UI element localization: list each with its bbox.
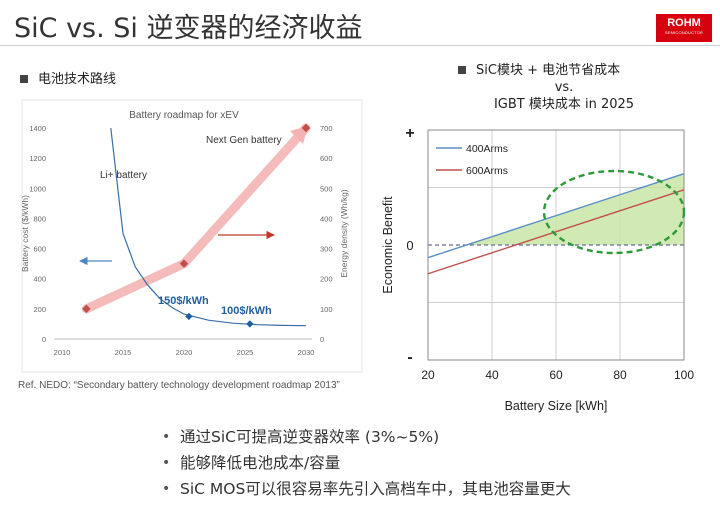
x-tick-label: 20	[421, 368, 435, 382]
rohm-logo: ROHM SEMICONDUCTOR	[656, 14, 712, 42]
x-tick-label: 2020	[176, 348, 193, 357]
square-bullet-icon	[20, 74, 28, 83]
plot-frame	[427, 129, 685, 361]
y2-tick-label: 300	[320, 245, 333, 254]
bullet-dot-icon: •	[162, 481, 171, 497]
y-axis-label: Economic Benefit	[381, 196, 395, 294]
right-heading: SiC模块 + 电池节省成本 vs. IGBT 模块成本 in 2025	[438, 62, 690, 113]
x-tick-label: 2030	[298, 348, 315, 357]
y-axis-label: Battery cost ($/kWh)	[20, 195, 30, 272]
y2-tick-label: 700	[320, 124, 333, 133]
x-axis-label: Battery Size [kWh]	[505, 399, 608, 413]
logo-sub: SEMICONDUCTOR	[664, 30, 704, 35]
bullet-dot-icon: •	[162, 429, 171, 445]
legend-label-600arms: 600Arms	[466, 165, 508, 177]
y-tick-label-plus: +	[405, 125, 414, 142]
x-tick-label: 60	[549, 368, 563, 382]
y-tick-label: 1200	[29, 154, 46, 163]
series-li-battery-line	[110, 127, 307, 327]
x-tick-label: 2015	[115, 348, 132, 357]
data-label-150: 150$/kWh	[158, 295, 209, 307]
y2-tick-label: 200	[320, 275, 333, 284]
square-bullet-icon	[458, 65, 466, 74]
x-tick-label: 2025	[237, 348, 254, 357]
y-tick-label-zero: 0	[406, 238, 413, 253]
bullet-dot-icon: •	[162, 455, 171, 471]
chart-frame	[21, 99, 363, 373]
right-heading-line-3: IGBT 模块成本 in 2025	[493, 97, 635, 112]
x-tick-label: 100	[674, 368, 694, 382]
bullet-text: 通过SiC可提高逆变器效率 (3%~5%)	[180, 428, 440, 446]
y2-axis-label: Energy density (Wh/kg)	[339, 189, 349, 278]
y2-tick-label: 400	[320, 214, 333, 223]
y-tick-label-minus: -	[407, 349, 412, 366]
page-title: SiC vs. Si 逆变器的经济收益	[14, 13, 363, 44]
data-point-marker	[185, 312, 193, 321]
bullet-item: • 能够降低电池成本/容量	[162, 450, 571, 476]
left-heading: 电池技术路线	[20, 68, 116, 87]
title-divider	[0, 45, 720, 46]
bullet-text: 能够降低电池成本/容量	[180, 454, 341, 472]
bullet-list: • 通过SiC可提高逆变器效率 (3%~5%) • 能够降低电池成本/容量 • SiC…	[162, 424, 571, 502]
x-tick-label: 40	[485, 368, 499, 382]
y2-tick-label: 0	[320, 335, 324, 344]
y-tick-label: 1000	[29, 184, 46, 193]
y-tick-label: 600	[33, 245, 46, 254]
annotation-li-battery: Li+ battery	[100, 170, 147, 181]
logo-name: ROHM	[667, 17, 701, 29]
chart-title: Battery roadmap for xEV	[129, 110, 239, 121]
series-line-600arms	[427, 189, 685, 275]
series-next-gen-arrowhead	[290, 126, 308, 144]
bullet-text: SiC MOS可以很容易率先引入高档车中，其电池容量更大	[180, 480, 571, 498]
data-point-marker	[82, 304, 91, 314]
data-point-marker	[179, 259, 189, 268]
highlight-ellipse	[542, 169, 686, 255]
y-tick-label: 0	[42, 335, 46, 344]
y-tick-label: 200	[33, 305, 46, 314]
left-heading-text: 电池技术路线	[38, 72, 117, 87]
legend-label-400arms: 400Arms	[466, 143, 508, 155]
right-heading-line-2: vs.	[554, 80, 574, 95]
y2-tick-label: 100	[320, 305, 333, 314]
bullet-item: • 通过SiC可提高逆变器效率 (3%~5%)	[162, 424, 571, 450]
y-tick-label: 400	[33, 275, 46, 284]
x-tick-label: 80	[613, 368, 627, 382]
y-tick-label: 800	[33, 214, 46, 223]
series-line-400arms	[427, 173, 685, 259]
right-heading-line-1: SiC模块 + 电池节省成本	[476, 63, 621, 78]
y2-tick-label: 600	[320, 154, 333, 163]
annotation-next-gen: Next Gen battery	[206, 135, 282, 146]
y-tick-label: 1400	[29, 124, 46, 133]
data-point-marker	[301, 123, 311, 133]
reference-note: Ref. NEDO: “Secondary battery technology…	[18, 380, 340, 391]
x-tick-label: 2010	[54, 348, 71, 357]
bullet-item: • SiC MOS可以很容易率先引入高档车中，其电池容量更大	[162, 476, 571, 502]
data-label-100: 100$/kWh	[221, 305, 272, 317]
y2-tick-label: 500	[320, 184, 333, 193]
